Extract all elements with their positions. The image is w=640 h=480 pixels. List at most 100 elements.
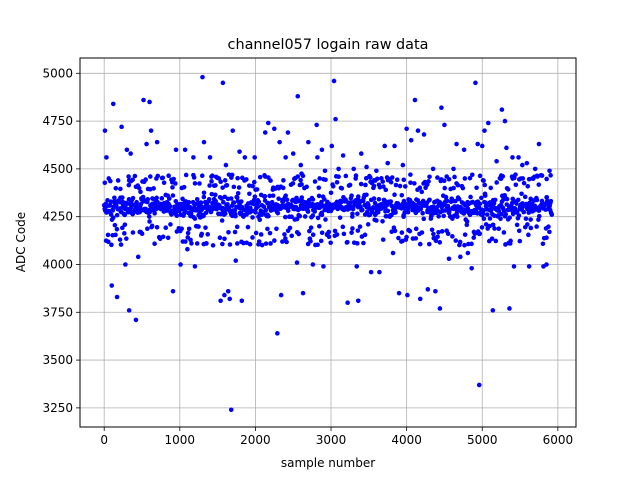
data-point	[192, 216, 198, 221]
data-point	[350, 226, 355, 231]
data-point	[360, 207, 365, 213]
data-point	[534, 197, 540, 203]
data-point	[437, 240, 443, 245]
data-point	[433, 238, 439, 244]
data-point	[336, 174, 341, 180]
data-point	[140, 194, 146, 200]
data-point	[375, 209, 381, 215]
data-point	[222, 211, 228, 216]
data-point	[443, 194, 449, 200]
outlier-point	[442, 122, 447, 128]
data-point	[374, 218, 379, 223]
data-point	[315, 242, 320, 248]
outlier-point	[268, 241, 273, 246]
data-point	[467, 212, 473, 218]
outlier-point	[482, 128, 487, 133]
data-point	[534, 224, 539, 229]
outlier-point	[430, 166, 436, 172]
data-point	[232, 229, 238, 235]
data-point	[118, 186, 123, 192]
outlier-point	[207, 155, 213, 160]
outlier-point	[377, 269, 382, 275]
data-point	[355, 194, 361, 199]
outlier-point	[265, 120, 271, 126]
outlier-point	[485, 120, 491, 126]
data-point	[501, 197, 506, 202]
outlier-point	[290, 151, 296, 156]
outlier-point	[275, 331, 280, 336]
data-point	[453, 238, 459, 243]
data-point	[263, 207, 269, 213]
data-point	[285, 208, 291, 214]
outlier-point	[475, 141, 481, 147]
data-point	[170, 193, 176, 198]
data-point	[219, 218, 225, 223]
data-point	[323, 177, 328, 183]
data-point	[257, 174, 263, 180]
outlier-point	[336, 166, 341, 172]
data-point	[438, 178, 444, 184]
data-point	[363, 182, 368, 188]
outlier-point	[408, 137, 414, 143]
data-point	[371, 196, 377, 201]
data-point	[129, 210, 134, 216]
data-point	[124, 236, 129, 241]
data-point	[227, 242, 233, 247]
data-point	[383, 187, 389, 193]
outlier-point	[355, 298, 361, 304]
data-point	[439, 229, 445, 234]
outlier-point	[520, 162, 525, 168]
data-point	[283, 236, 288, 241]
outlier-point	[382, 143, 388, 149]
data-point	[350, 211, 355, 217]
data-point	[429, 227, 435, 233]
outlier-point	[200, 74, 205, 80]
outlier-point	[230, 128, 236, 133]
data-point	[189, 241, 194, 246]
data-point	[468, 194, 473, 200]
data-point	[510, 208, 515, 214]
outlier-point	[203, 241, 209, 246]
data-point	[315, 215, 321, 221]
data-point	[515, 197, 521, 203]
data-point	[120, 225, 125, 231]
data-point	[345, 239, 350, 245]
data-point	[222, 236, 227, 242]
data-point	[147, 219, 152, 224]
data-point	[126, 182, 132, 188]
outlier-point	[133, 317, 139, 323]
data-point	[549, 212, 555, 217]
data-point	[517, 238, 523, 244]
data-point	[222, 178, 228, 183]
data-point	[376, 196, 382, 202]
data-point	[194, 197, 200, 202]
data-point	[467, 175, 473, 181]
data-point	[118, 242, 124, 247]
data-point	[474, 185, 479, 191]
data-point	[353, 176, 358, 181]
data-point	[383, 199, 388, 204]
data-point	[381, 184, 386, 189]
data-point	[365, 209, 370, 215]
data-point	[281, 178, 286, 183]
data-point	[361, 240, 366, 246]
data-point	[482, 182, 488, 188]
data-point	[266, 213, 271, 219]
data-point	[149, 223, 155, 229]
data-point	[170, 185, 175, 190]
data-point	[152, 211, 157, 216]
data-point	[349, 230, 354, 235]
data-point	[417, 241, 423, 247]
data-point	[365, 222, 371, 227]
data-point	[541, 235, 547, 241]
outlier-point	[458, 254, 463, 260]
data-point	[155, 173, 161, 179]
data-point	[130, 195, 136, 201]
outlier-point	[351, 166, 357, 172]
data-point	[516, 213, 522, 218]
data-point	[267, 193, 272, 199]
y-axis-label: ADC Code	[14, 212, 28, 272]
outlier-point	[144, 141, 149, 147]
outlier-point	[178, 262, 183, 267]
data-point	[317, 223, 322, 229]
